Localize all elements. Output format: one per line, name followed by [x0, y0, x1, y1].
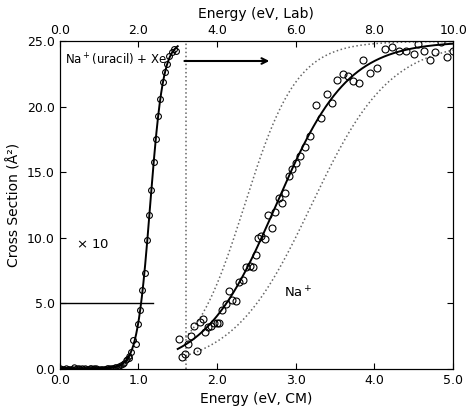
Y-axis label: Cross Section (Å²): Cross Section (Å²) — [7, 143, 21, 267]
X-axis label: Energy (eV, CM): Energy (eV, CM) — [200, 392, 312, 406]
Text: $\times$ 10: $\times$ 10 — [76, 238, 109, 251]
Text: Na$^+$(uracil) + Xe: Na$^+$(uracil) + Xe — [65, 52, 167, 68]
Text: Na$^+$: Na$^+$ — [284, 285, 313, 300]
X-axis label: Energy (eV, Lab): Energy (eV, Lab) — [199, 7, 314, 21]
